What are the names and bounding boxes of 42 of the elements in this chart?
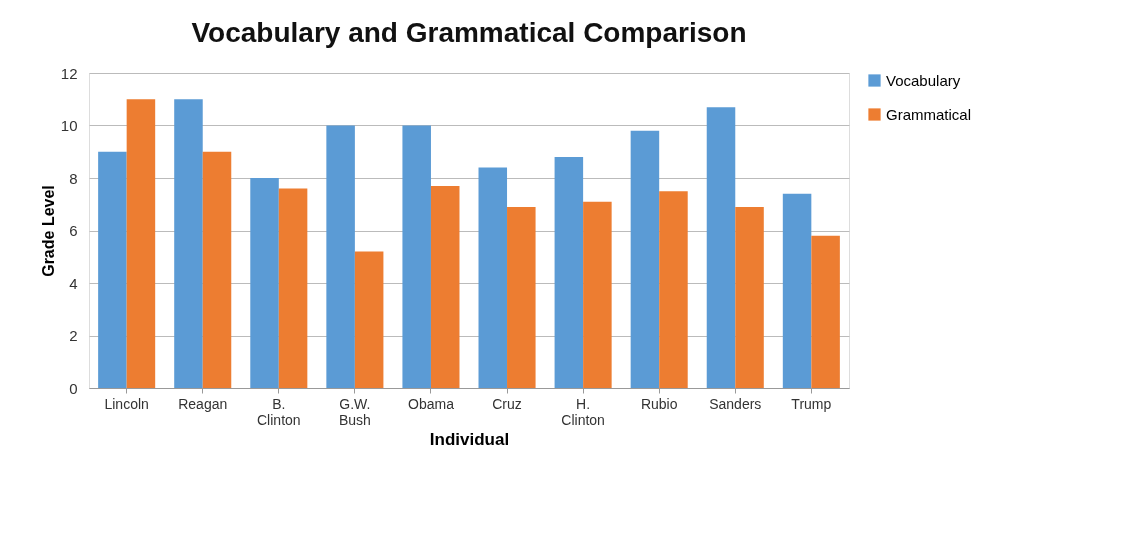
bar bbox=[811, 235, 840, 388]
bar bbox=[98, 151, 127, 388]
legend-label: Vocabulary bbox=[886, 71, 961, 89]
bar bbox=[735, 206, 764, 388]
bar bbox=[630, 130, 660, 388]
x-axis-title: Individual bbox=[429, 429, 510, 449]
x-tick-label: Lincoln bbox=[104, 395, 149, 412]
bar bbox=[659, 191, 688, 388]
y-tick-label: 8 bbox=[69, 169, 78, 187]
x-tick-label: H. Clinton bbox=[561, 395, 605, 428]
bar bbox=[782, 193, 812, 388]
bar bbox=[554, 157, 584, 388]
bar bbox=[706, 107, 736, 388]
x-tick-label: B. Clinton bbox=[257, 395, 301, 428]
x-tick-label: Trump bbox=[791, 395, 832, 412]
y-tick-label: 4 bbox=[69, 274, 78, 292]
bar bbox=[250, 178, 279, 388]
bar bbox=[354, 251, 384, 388]
bar bbox=[126, 99, 156, 388]
legend-label: Grammatical bbox=[886, 105, 972, 123]
bar bbox=[507, 206, 536, 388]
y-tick-label: 10 bbox=[60, 117, 78, 134]
x-tick-label: Rubio bbox=[640, 395, 678, 412]
bar bbox=[202, 151, 232, 388]
bar bbox=[278, 188, 308, 388]
chart-title: Vocabulary and Grammatical Comparison bbox=[191, 17, 747, 48]
y-tick-label: 6 bbox=[69, 222, 78, 239]
x-tick-label: Sanders bbox=[709, 395, 762, 412]
x-tick-label: Reagan bbox=[178, 395, 228, 412]
bar bbox=[478, 167, 508, 388]
bar bbox=[430, 185, 460, 388]
bar bbox=[402, 125, 431, 388]
x-tick-label: Cruz bbox=[492, 395, 522, 412]
bar bbox=[174, 99, 203, 388]
y-tick-label: 0 bbox=[69, 379, 78, 397]
x-tick-label: G.W. Bush bbox=[338, 395, 371, 428]
x-tick-label: Obama bbox=[408, 395, 455, 412]
y-tick-label: 12 bbox=[60, 64, 78, 82]
bar bbox=[583, 201, 612, 388]
bar bbox=[326, 125, 355, 388]
y-tick-label: 2 bbox=[69, 327, 78, 344]
y-axis-title: Grade Level bbox=[39, 185, 57, 277]
